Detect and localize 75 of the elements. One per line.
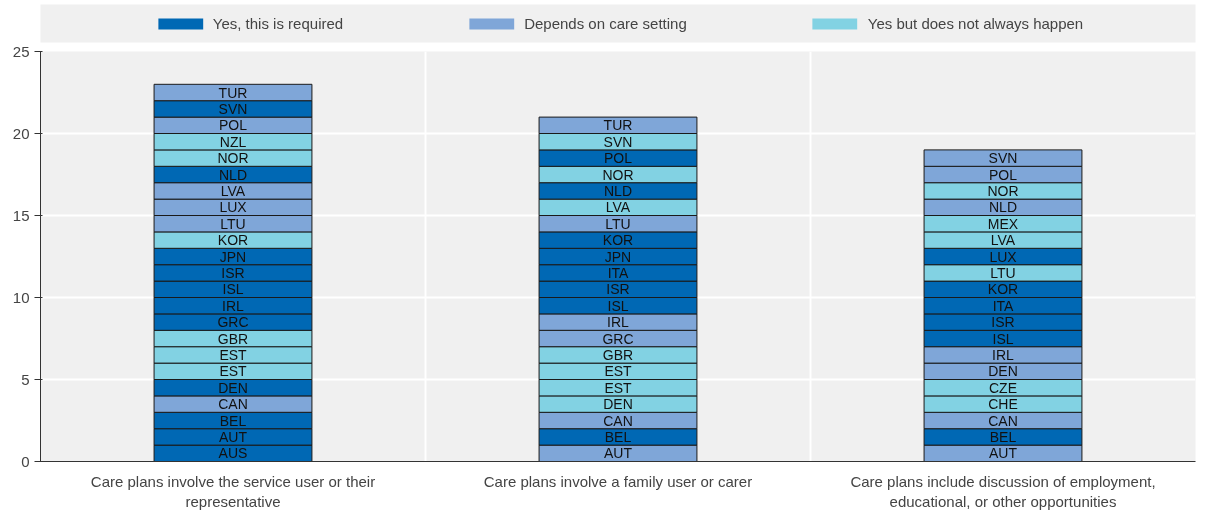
y-tick-label: 20 (12, 124, 30, 142)
x-tick-label: Care plans involve a family user or carer (483, 472, 753, 490)
legend-label: Depends on care setting (524, 14, 687, 32)
data-label: BEL (604, 428, 632, 445)
data-label: NOR (217, 150, 249, 167)
data-label: DEN (988, 363, 1018, 380)
data-label: BEL (219, 412, 247, 429)
data-label: NOR (602, 166, 634, 183)
data-label: EST (219, 363, 248, 380)
data-label: ISR (606, 281, 630, 298)
data-label: ISR (991, 314, 1015, 331)
x-tick-label: Care plans involve the service user or their representative (90, 472, 376, 510)
legend-label: Yes but does not always happen (867, 14, 1084, 32)
data-label: ISL (222, 281, 244, 298)
data-label: POL (988, 166, 1018, 183)
y-tick-label: 0 (21, 452, 30, 470)
data-label: ITA (607, 264, 630, 281)
y-tick-label: 25 (12, 42, 30, 60)
data-label: IRL (222, 297, 245, 314)
y-tick-label: 5 (21, 370, 30, 388)
data-label: CAN (603, 412, 633, 429)
data-label: BEL (989, 428, 1017, 445)
data-label: ISR (221, 264, 245, 281)
data-label: AUT (604, 445, 633, 462)
data-label: EST (604, 363, 633, 380)
data-label: DEN (603, 396, 633, 413)
data-label: GBR (217, 330, 249, 347)
x-tick-label: Care plans include discussion of employment, educational, or other opportunities (850, 472, 1156, 510)
data-label: TUR (218, 84, 248, 101)
data-label: LVA (220, 182, 246, 199)
data-label: NZL (219, 133, 247, 150)
data-label: ISL (607, 297, 629, 314)
data-label: NLD (604, 182, 633, 199)
data-label: POL (603, 150, 633, 167)
data-label: AUS (218, 445, 248, 462)
data-label: AUT (989, 445, 1018, 462)
data-label: SVN (603, 133, 633, 150)
data-label: ISL (992, 330, 1014, 347)
data-label: LVA (605, 199, 631, 216)
data-label: SVN (988, 150, 1018, 167)
data-label: GRC (217, 314, 249, 331)
data-label: NLD (989, 199, 1018, 216)
data-label: LTU (990, 264, 1016, 281)
data-label: ITA (992, 297, 1015, 314)
legend-label: Yes, this is required (212, 14, 344, 32)
data-label: LVA (990, 232, 1016, 249)
data-label: KOR (987, 281, 1019, 298)
data-label: IRL (992, 346, 1015, 363)
data-label: NLD (219, 166, 248, 183)
data-label: DEN (218, 379, 248, 396)
data-label: EST (219, 346, 248, 363)
y-tick-label: 15 (12, 206, 30, 224)
data-label: AUT (219, 428, 248, 445)
data-label: CZE (989, 379, 1017, 396)
data-label: JPN (219, 248, 247, 265)
data-label: GBR (602, 346, 634, 363)
data-label: MEX (987, 215, 1019, 232)
data-label: LUX (989, 248, 1018, 265)
data-label: EST (604, 379, 633, 396)
data-label: JPN (604, 248, 632, 265)
data-label: TUR (603, 117, 633, 134)
data-label: NOR (987, 182, 1019, 199)
y-tick-label: 10 (12, 288, 30, 306)
data-label: KOR (217, 232, 249, 249)
data-label: POL (218, 117, 248, 134)
data-label: CHE (988, 396, 1018, 413)
data-label: SVN (218, 100, 248, 117)
data-label: LTU (605, 215, 631, 232)
data-label: LUX (219, 199, 248, 216)
data-label: IRL (607, 314, 630, 331)
data-label: CAN (218, 396, 248, 413)
data-label: LTU (220, 215, 246, 232)
data-label: KOR (602, 232, 634, 249)
data-label: GRC (602, 330, 634, 347)
data-label: CAN (988, 412, 1018, 429)
